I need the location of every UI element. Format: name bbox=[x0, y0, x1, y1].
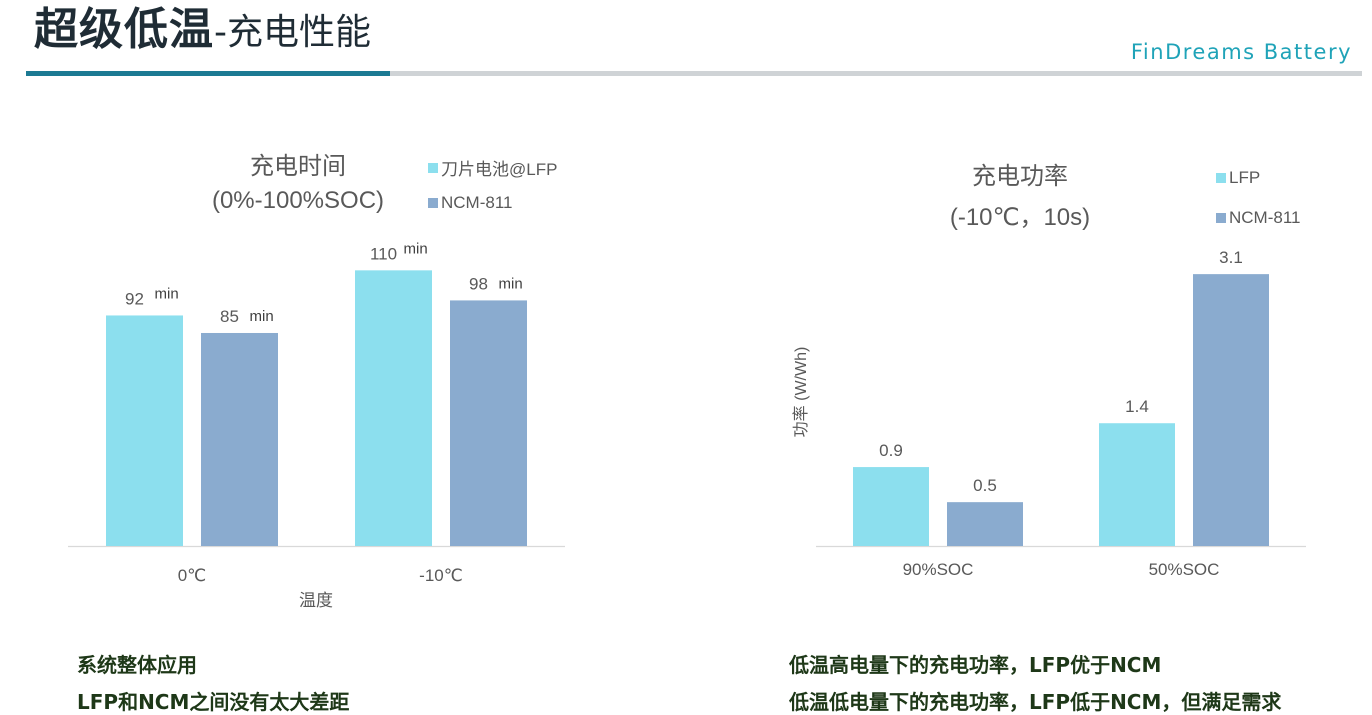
x-tick-label: 90%SOC bbox=[903, 560, 974, 579]
legend-label-lfp: 刀片电池@LFP bbox=[441, 160, 558, 179]
brand-logo-text: FinDreams Battery bbox=[1130, 40, 1352, 64]
data-label-unit: min bbox=[155, 285, 179, 302]
data-label: 98 bbox=[469, 274, 488, 293]
chart-title-charging-power: 充电功率 (-10℃，10s) bbox=[910, 156, 1130, 238]
legend-swatch-ncm bbox=[428, 198, 438, 208]
data-label-unit: min bbox=[404, 240, 428, 257]
legend-swatch-lfp bbox=[428, 162, 438, 173]
y-axis-title: 功率 (W/Wh) bbox=[792, 347, 810, 438]
bar-lfp-0 bbox=[853, 467, 929, 546]
chart-title-line-2: (-10℃，10s) bbox=[949, 204, 1091, 231]
x-axis-title: 温度 bbox=[299, 591, 333, 610]
bar-lfp-0 bbox=[106, 315, 183, 546]
legend-charging-time: 刀片电池@LFP NCM-811 bbox=[428, 155, 578, 217]
legend-label-ncm: NCM-811 bbox=[441, 193, 513, 212]
data-label: 92 bbox=[125, 289, 144, 308]
data-label: 3.1 bbox=[1219, 248, 1243, 267]
legend-item-lfp: 刀片电池@LFP bbox=[428, 155, 557, 180]
legend-item-ncm: NCM-811 bbox=[428, 193, 512, 213]
chart-title-charging-time: 充电时间 (0%-100%SOC) bbox=[188, 150, 408, 218]
data-label: 1.4 bbox=[1125, 397, 1149, 416]
bar-ncm-0 bbox=[947, 502, 1023, 546]
chart-title-line-2: (0%-100%SOC) bbox=[211, 187, 385, 214]
note-right-1: 低温高电量下的充电功率，LFP优于NCM bbox=[789, 653, 1162, 677]
page-title-main: 超级低温 bbox=[34, 4, 214, 55]
x-tick-label: 0℃ bbox=[178, 566, 207, 585]
data-label: 85 bbox=[220, 307, 239, 326]
note-left-1: 系统整体应用 bbox=[77, 653, 197, 677]
chart-charging-time-svg: 92 min 85 min 0℃ 110 min 98 min -10℃ 温度 bbox=[68, 240, 565, 610]
bar-ncm-1 bbox=[450, 300, 527, 546]
bar-lfp-1 bbox=[355, 270, 432, 546]
legend-item-lfp: LFP bbox=[1216, 168, 1260, 188]
data-label: 0.5 bbox=[973, 476, 997, 495]
chart-charging-power: 0.9 0.5 90%SOC 1.4 3.1 50%SOC 功率 (W/Wh) bbox=[792, 248, 1306, 579]
data-label-unit: min bbox=[499, 275, 523, 292]
note-right-2: 低温低电量下的充电功率，LFP低于NCM，但满足需求 bbox=[789, 690, 1282, 714]
chart-title-line-1: 充电功率 bbox=[972, 163, 1068, 190]
data-label-unit: min bbox=[250, 308, 274, 325]
legend-swatch-lfp bbox=[1216, 173, 1226, 183]
chart-title-line-1: 充电时间 bbox=[250, 153, 346, 180]
x-tick-label: -10℃ bbox=[419, 566, 463, 585]
data-label: 0.9 bbox=[879, 441, 903, 460]
legend-label-ncm: NCM-811 bbox=[1229, 208, 1301, 227]
bar-ncm-0 bbox=[201, 332, 278, 546]
header-divider bbox=[26, 71, 1362, 76]
chart-charging-power-svg: 0.9 0.5 90%SOC 1.4 3.1 50%SOC 功率 (W/Wh) bbox=[792, 248, 1306, 579]
legend-charging-power: LFP NCM-811 bbox=[1216, 168, 1366, 234]
note-left-2: LFP和NCM之间没有太大差距 bbox=[77, 690, 350, 714]
header-divider-accent bbox=[26, 71, 390, 76]
legend-item-ncm: NCM-811 bbox=[1216, 208, 1300, 228]
chart-charging-time: 92 min 85 min 0℃ 110 min 98 min -10℃ 温度 bbox=[0, 0, 600, 620]
page-title: 超级低温-充电性能 bbox=[34, 8, 371, 52]
legend-swatch-ncm bbox=[1216, 213, 1226, 223]
bar-lfp-1 bbox=[1099, 423, 1175, 546]
x-tick-label: 50%SOC bbox=[1149, 560, 1220, 579]
bar-ncm-1 bbox=[1193, 274, 1269, 546]
legend-label-lfp: LFP bbox=[1229, 168, 1261, 187]
data-label: 110 bbox=[370, 244, 397, 263]
page-title-sub: -充电性能 bbox=[214, 12, 371, 53]
